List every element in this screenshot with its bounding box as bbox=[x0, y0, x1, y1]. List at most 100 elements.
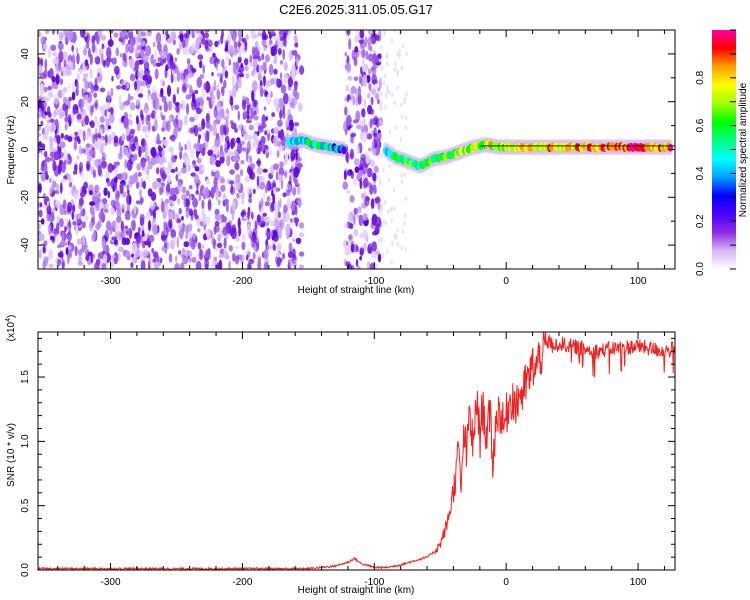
noise-blob bbox=[354, 158, 360, 166]
snr-panel: -300 -200 -100 0 100 0.0 0.5 1.0 1.5 Height of … bbox=[5, 315, 676, 596]
noise-blob bbox=[251, 70, 255, 77]
noise-blob bbox=[278, 98, 284, 109]
noise-blob bbox=[362, 63, 369, 72]
noise-blob bbox=[237, 76, 242, 89]
noise-blob bbox=[162, 211, 167, 220]
noise-blob bbox=[230, 137, 236, 148]
noise-blob bbox=[209, 56, 215, 65]
noise-blob bbox=[241, 233, 246, 241]
noise-speck bbox=[386, 248, 389, 254]
noise-blob bbox=[276, 242, 282, 252]
noise-blob bbox=[265, 79, 270, 89]
noise-blob bbox=[258, 204, 262, 213]
noise-blob bbox=[189, 84, 193, 96]
noise-blob bbox=[150, 259, 153, 269]
noise-blob bbox=[371, 88, 376, 96]
noise-blob bbox=[363, 242, 367, 251]
noise-blob bbox=[247, 134, 253, 141]
noise-speck bbox=[383, 73, 387, 79]
noise-blob bbox=[274, 202, 278, 210]
noise-blob bbox=[68, 30, 74, 41]
noise-speck bbox=[403, 221, 406, 226]
noise-blob bbox=[141, 31, 146, 37]
noise-blob bbox=[84, 30, 88, 38]
noise-blob bbox=[295, 237, 302, 245]
noise-blob bbox=[372, 230, 378, 236]
noise-blob bbox=[152, 181, 159, 190]
noise-blob bbox=[280, 84, 287, 94]
noise-blob bbox=[347, 213, 352, 223]
noise-blob bbox=[70, 61, 74, 70]
noise-blob bbox=[230, 44, 234, 54]
noise-blob bbox=[71, 45, 74, 52]
noise-blob bbox=[148, 234, 155, 243]
noise-blob bbox=[233, 179, 240, 191]
noise-speck bbox=[385, 53, 388, 59]
noise-speck bbox=[380, 203, 383, 209]
noise-blob bbox=[256, 214, 261, 223]
noise-blob bbox=[355, 259, 359, 267]
noise-blob bbox=[114, 176, 118, 183]
noise-blob bbox=[281, 253, 286, 260]
noise-blob bbox=[124, 158, 128, 169]
noise-blob bbox=[276, 35, 281, 47]
noise-blob bbox=[78, 145, 82, 156]
noise-blob bbox=[170, 31, 177, 40]
noise-blob bbox=[377, 253, 382, 263]
noise-blob bbox=[271, 190, 274, 197]
noise-blob bbox=[102, 153, 108, 158]
noise-blob bbox=[344, 51, 348, 57]
noise-blob bbox=[138, 93, 144, 98]
noise-blob bbox=[134, 80, 138, 91]
noise-blob bbox=[99, 129, 103, 135]
noise-blob bbox=[227, 40, 231, 50]
noise-blob bbox=[38, 233, 45, 242]
noise-blob bbox=[350, 132, 357, 138]
noise-blob bbox=[66, 233, 72, 241]
noise-blob bbox=[147, 155, 150, 163]
noise-blob bbox=[211, 93, 215, 100]
noise-blob bbox=[197, 54, 204, 60]
noise-blob bbox=[141, 225, 145, 231]
noise-blob bbox=[56, 66, 63, 72]
noise-speck bbox=[393, 30, 397, 33]
noise-blob bbox=[118, 95, 122, 106]
noise-blob bbox=[346, 94, 350, 103]
noise-speck bbox=[396, 51, 399, 57]
noise-blob bbox=[82, 108, 87, 117]
noise-blob bbox=[43, 161, 48, 174]
noise-blob bbox=[262, 212, 267, 217]
noise-blob bbox=[361, 108, 366, 118]
noise-blob bbox=[39, 202, 43, 207]
noise-blob bbox=[371, 117, 378, 126]
noise-blob bbox=[345, 261, 351, 267]
noise-blob bbox=[196, 30, 200, 34]
noise-blob bbox=[146, 210, 151, 221]
noise-blob bbox=[367, 92, 371, 99]
noise-blob bbox=[215, 132, 220, 141]
noise-blob bbox=[93, 103, 98, 108]
noise-blob bbox=[241, 37, 247, 43]
noise-speck bbox=[380, 44, 383, 50]
noise-blob bbox=[285, 144, 289, 149]
noise-blob bbox=[61, 231, 65, 243]
noise-blob bbox=[174, 155, 178, 160]
noise-blob bbox=[183, 198, 188, 208]
noise-blob bbox=[139, 109, 143, 119]
noise-blob bbox=[229, 169, 235, 175]
noise-blob bbox=[372, 147, 376, 157]
noise-blob bbox=[105, 57, 111, 68]
noise-blob bbox=[277, 119, 283, 127]
noise-blob bbox=[289, 218, 293, 223]
noise-blob bbox=[82, 73, 89, 78]
snr-x-label: Height of straight line (km) bbox=[298, 585, 415, 596]
noise-blob bbox=[176, 70, 181, 82]
noise-blob bbox=[38, 64, 43, 74]
noise-blob bbox=[168, 146, 174, 153]
noise-speck bbox=[403, 213, 406, 218]
noise-blob bbox=[89, 201, 96, 206]
noise-blob bbox=[81, 87, 85, 98]
noise-blob bbox=[179, 33, 184, 43]
noise-blob bbox=[273, 127, 279, 135]
